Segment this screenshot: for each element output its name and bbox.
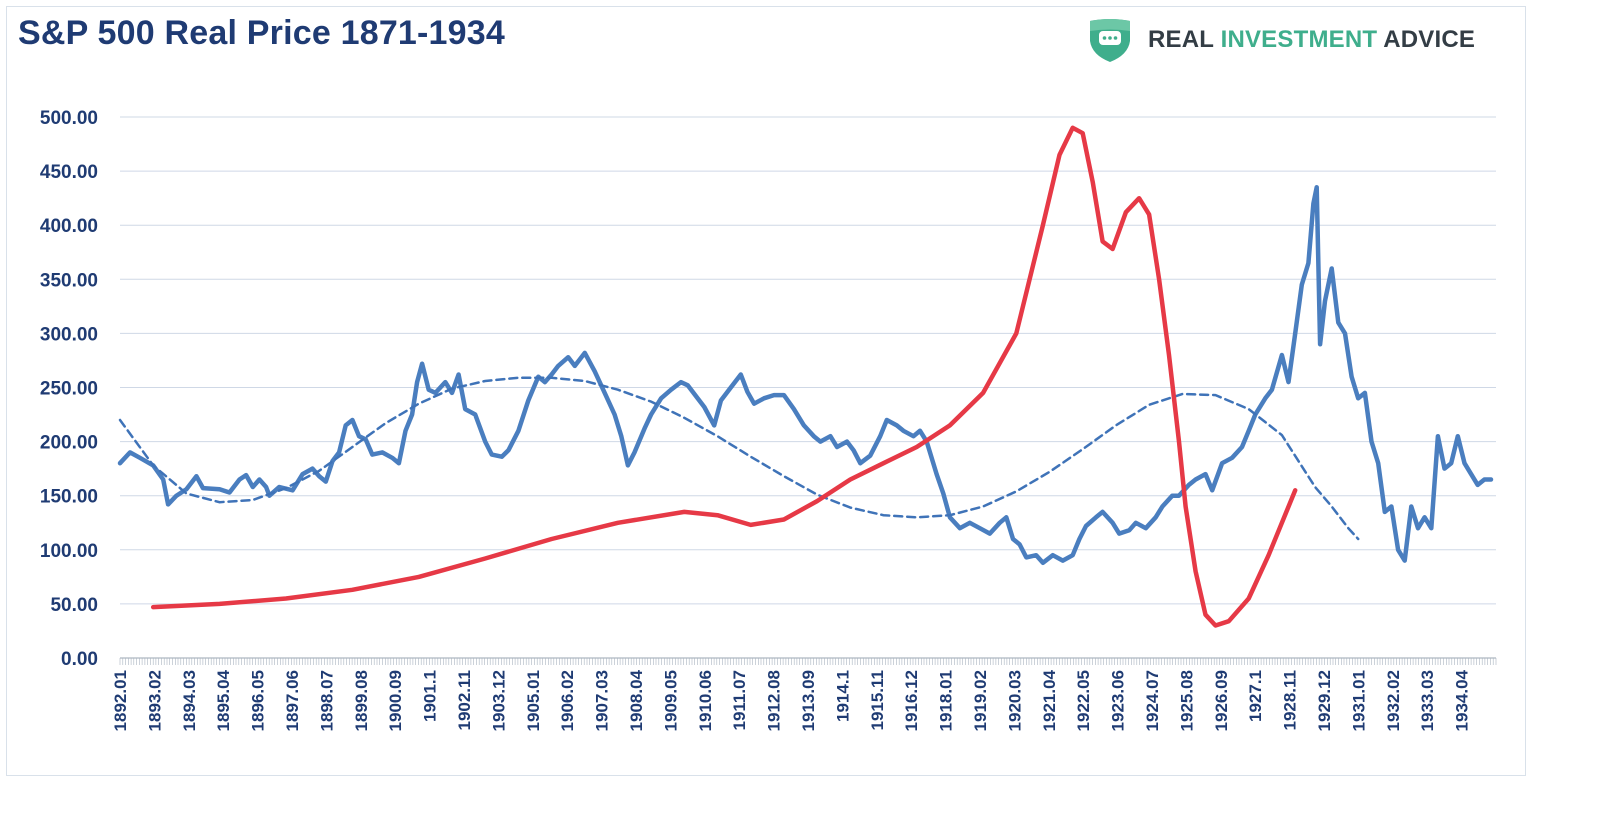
chart-frame: [6, 6, 1526, 776]
y-tick-label: 200.00: [40, 433, 98, 454]
x-tick-label: 1929.12: [1315, 670, 1334, 731]
x-minor-ticks: [119, 658, 1497, 665]
x-tick-label: 1906.02: [558, 670, 577, 731]
x-axis: 1892.01 1893.02 1894.03 1895.04 1896.05 1897.…: [111, 657, 1497, 731]
brand-logo: REAL INVESTMENT ADVICE: [1088, 18, 1475, 62]
brand-part1: REAL: [1148, 26, 1221, 53]
x-tick-label: 1893.02: [145, 670, 164, 731]
y-axis: 0.00 50.00 100.00 150.00 200.00 250.00 300.00 3…: [40, 108, 98, 670]
y-tick-label: 250.00: [40, 379, 98, 400]
x-tick-label: 1922.05: [1074, 670, 1093, 731]
x-tick-label: 1920.03: [1005, 670, 1024, 731]
y-tick-label: 50.00: [50, 595, 98, 616]
x-tick-label: 1916.12: [902, 670, 921, 731]
series-group: [117, 125, 1494, 628]
x-tick-label: 1933.03: [1418, 670, 1437, 731]
x-tick-label: 1911.07: [730, 670, 749, 731]
x-tick-label: 1905.01: [524, 670, 543, 731]
brand-name: REAL INVESTMENT ADVICE: [1148, 26, 1475, 54]
x-tick-label: 1910.06: [696, 670, 715, 731]
x-tick-label: 1895.04: [214, 669, 233, 731]
x-tick-label: 1901.1: [421, 670, 440, 722]
x-tick-label: 1925.08: [1177, 670, 1196, 731]
brand-part3: ADVICE: [1377, 26, 1476, 53]
x-tick-label: 1902.11: [455, 670, 474, 731]
x-tick-label: 1897.06: [283, 670, 302, 731]
x-tick-label: 1894.03: [180, 670, 199, 731]
x-tick-label: 1927.1: [1246, 670, 1265, 722]
x-tick-label: 1892.01: [111, 670, 130, 731]
x-tick-label: 1923.06: [1109, 670, 1128, 731]
x-tick-label: 1898.07: [317, 670, 336, 731]
x-tick-label: 1928.11: [1281, 670, 1300, 731]
x-tick-label: 1932.02: [1384, 670, 1403, 731]
x-tick-label: 1931.01: [1349, 670, 1368, 731]
chart-title: S&P 500 Real Price 1871-1934: [18, 14, 505, 52]
y-tick-label: 400.00: [40, 216, 98, 237]
brand-part2: INVESTMENT: [1220, 26, 1378, 53]
y-tick-label: 500.00: [40, 108, 98, 129]
x-tick-label: 1913.09: [799, 670, 818, 731]
y-tick-label: 350.00: [40, 270, 98, 291]
x-tick-label: 1899.08: [352, 670, 371, 731]
x-tick-label: 1908.04: [627, 669, 646, 731]
x-tick-label: 1907.03: [593, 670, 612, 731]
grid-lines: [120, 116, 1496, 659]
x-tick-label: 1903.12: [489, 670, 508, 731]
x-tick-label: 1921.04: [1040, 669, 1059, 731]
y-tick-label: 300.00: [40, 324, 98, 345]
x-tick-label: 1909.05: [661, 670, 680, 731]
y-tick-label: 0.00: [61, 649, 98, 670]
x-tick-label: 1912.08: [765, 670, 784, 731]
x-tick-label: 1915.11: [868, 670, 887, 731]
x-tick-label: 1919.02: [971, 670, 990, 731]
x-tick-label: 1924.07: [1143, 670, 1162, 731]
x-tick-label: 1926.09: [1212, 670, 1231, 731]
x-tick-label: 1900.09: [386, 670, 405, 731]
x-tick-label: 1934.04: [1453, 669, 1472, 731]
annotation-curve: [150, 125, 1298, 628]
y-tick-label: 450.00: [40, 162, 98, 183]
y-tick-label: 100.00: [40, 541, 98, 562]
trend-line: [118, 376, 1360, 541]
x-tick-label: 1914.1: [833, 670, 852, 722]
x-tick-label: 1918.01: [937, 670, 956, 731]
x-tick-label: 1896.05: [249, 670, 268, 731]
y-tick-label: 150.00: [40, 487, 98, 508]
shield-chat-icon: [1090, 19, 1130, 62]
